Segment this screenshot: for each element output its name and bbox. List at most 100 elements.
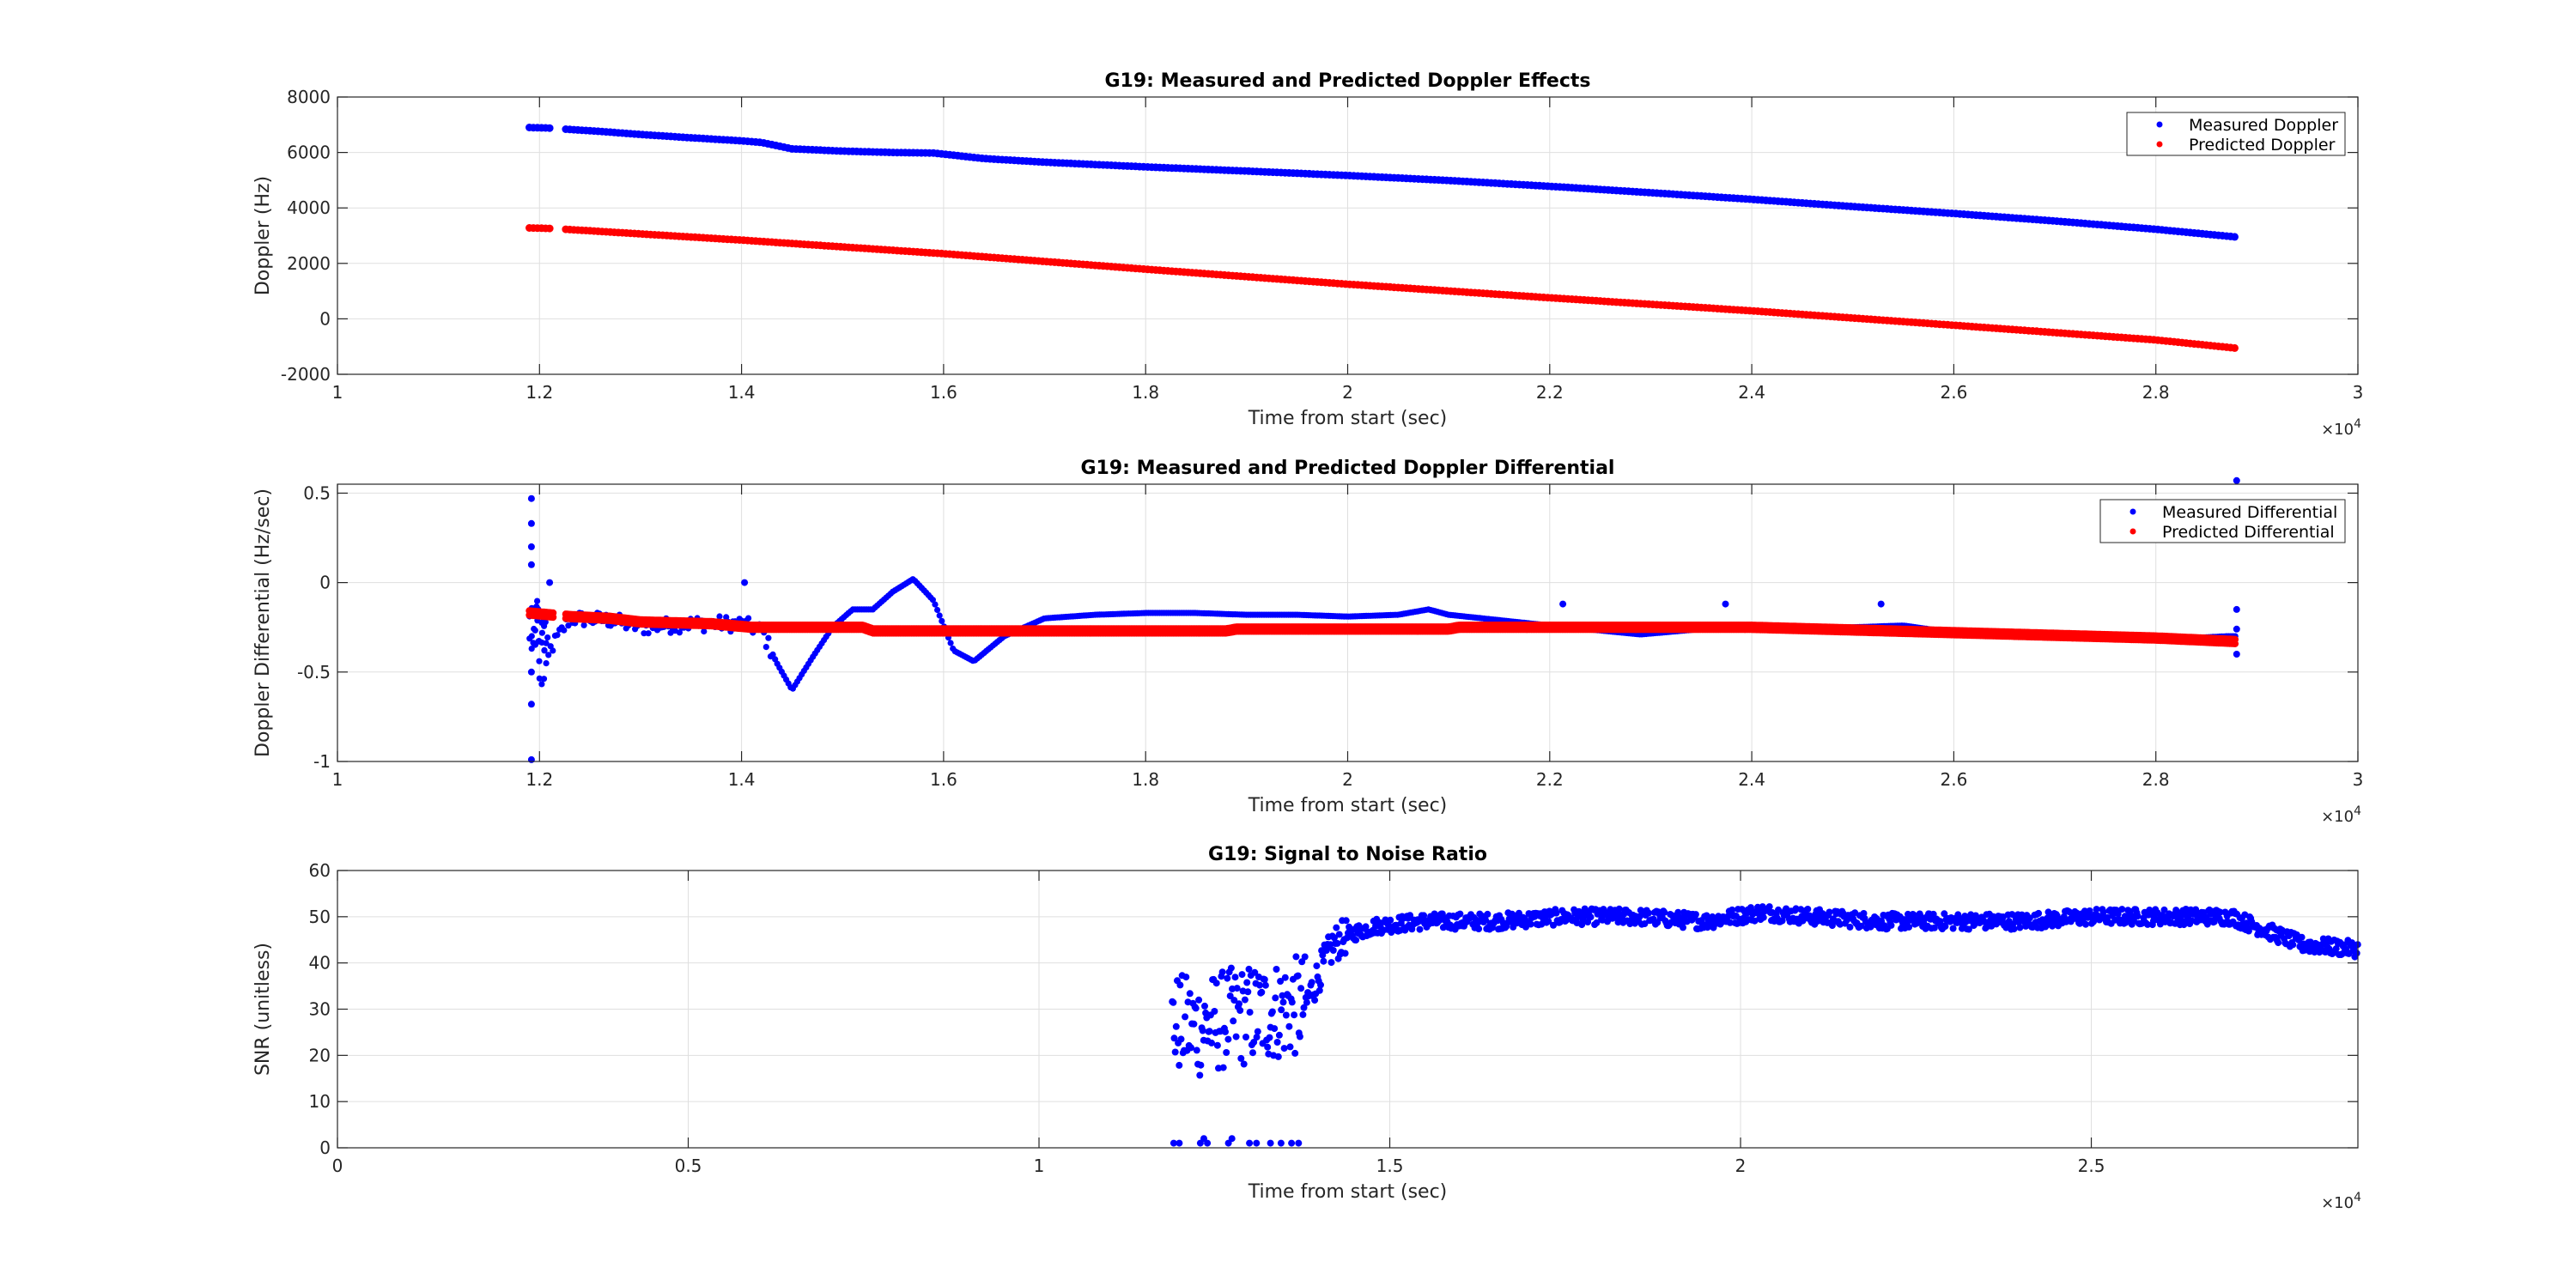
doppler-differential-axes: 1 1.2 1.4 1.6 1.8 2 2.2 2.4 2.6 2.8 3-1-0.500.5 G1…: [252, 458, 2363, 826]
measured-differential-outlier: [527, 755, 535, 763]
measured-differential-point: [538, 681, 545, 688]
snr-point: [1236, 1000, 1242, 1008]
legend-label-predicted-differential: Predicted Differential: [2162, 523, 2335, 542]
snr-point: [1256, 981, 1263, 989]
doppler-effects-x-tick-label: 1.8: [1132, 382, 1159, 403]
doppler-effects-x-tick-label: 2: [1342, 382, 1353, 403]
snr-point: [1475, 925, 1483, 932]
measured-differential-point: [676, 629, 683, 636]
snr-point: [1208, 1039, 1215, 1046]
doppler-effects-x-tick-label: 2.8: [2142, 382, 2170, 403]
snr-point: [1274, 1053, 1282, 1060]
measured-differential-point: [540, 676, 548, 682]
snr-low-point: [1246, 1139, 1254, 1147]
doppler-differential-y-tick-label: 0: [319, 573, 331, 593]
measured-differential-outlier: [527, 519, 535, 527]
snr-point: [1170, 998, 1177, 1006]
snr-point: [1193, 1046, 1200, 1054]
snr-low-point: [1253, 1139, 1261, 1147]
snr-y-tick-label: 40: [309, 953, 331, 974]
snr-low-point: [1170, 1139, 1177, 1147]
snr-point: [1268, 1008, 1276, 1016]
snr-point: [1266, 1034, 1273, 1041]
doppler-effects-y-tick-label: 0: [319, 308, 331, 329]
snr-point: [2093, 906, 2100, 913]
snr-point: [1233, 985, 1241, 992]
snr-point: [1759, 913, 1767, 921]
snr-point: [2086, 907, 2093, 914]
legend-marker-measured-differential: [2129, 508, 2136, 515]
snr-x-tick-label: 2.5: [2078, 1156, 2105, 1176]
doppler-differential-y-tick-label: -0.5: [297, 662, 331, 682]
snr-point: [1237, 1054, 1245, 1062]
measured-differential-point: [765, 634, 772, 641]
doppler-effects-axes: 1 1.2 1.4 1.6 1.8 2 2.2 2.4 2.6 2.8 3-200002000400…: [252, 70, 2363, 439]
snr-point: [1227, 964, 1235, 972]
snr-point: [1279, 998, 1287, 1006]
doppler-effects-x-tick-label: 2.6: [1940, 382, 1967, 403]
snr-point: [1333, 924, 1340, 931]
snr-point: [1271, 1025, 1279, 1033]
measured-differential-point: [554, 632, 561, 639]
snr-point: [1188, 1044, 1194, 1052]
doppler-differential-x-tick-label: 1.4: [728, 769, 756, 790]
predicted-differential-point: [549, 613, 557, 622]
measured-differential-point: [762, 644, 769, 651]
snr-point: [1275, 1031, 1283, 1039]
snr-low-point: [1277, 1139, 1285, 1147]
snr-point: [1240, 1060, 1248, 1068]
snr-point: [1182, 1013, 1189, 1021]
legend-label-measured-doppler: Measured Doppler: [2189, 116, 2338, 135]
measured-doppler-point: [545, 124, 554, 132]
snr-point: [1171, 1048, 1179, 1056]
doppler-differential-x-exponent: ×104: [2321, 804, 2361, 826]
snr-point: [1860, 910, 1868, 917]
snr-point: [1320, 957, 1327, 965]
snr-title: G19: Signal to Noise Ratio: [1208, 844, 1487, 865]
doppler-effects-x-tick-label: 1.2: [526, 382, 553, 403]
snr-point: [1286, 1043, 1294, 1051]
snr-point: [1641, 920, 1649, 927]
doppler-differential-x-tick-label: 2.8: [2142, 769, 2170, 790]
measured-differential-point: [543, 660, 550, 667]
doppler-differential-legend: Measured Differential Predicted Differen…: [2099, 499, 2346, 543]
doppler-differential-x-tick-label: 2.4: [1738, 769, 1765, 790]
snr-marks: [1169, 903, 2361, 1147]
legend-label-predicted-doppler: Predicted Doppler: [2189, 136, 2336, 155]
snr-point: [2118, 906, 2126, 913]
snr-point: [1645, 909, 1652, 917]
snr-point: [1195, 996, 1203, 1004]
doppler-effects-y-tick-label: 6000: [287, 143, 331, 163]
snr-point: [1245, 965, 1253, 973]
snr-low-point: [1204, 1139, 1212, 1147]
snr-point: [1313, 962, 1321, 970]
measured-differential-outlier: [527, 494, 535, 502]
snr-point: [2245, 927, 2252, 935]
snr-low-point: [1176, 1139, 1183, 1147]
snr-point: [1190, 1020, 1198, 1028]
snr-point: [1196, 1071, 1204, 1079]
measured-differential-point: [947, 640, 954, 646]
doppler-differential-title: G19: Measured and Predicted Doppler Diff…: [1081, 458, 1615, 479]
measured-differential-point: [723, 614, 730, 621]
snr-point: [1587, 913, 1595, 921]
snr-point: [1299, 1010, 1307, 1018]
doppler-effects-legend-box: [2126, 112, 2346, 156]
measured-differential-outlier: [2233, 625, 2240, 633]
doppler-effects-xlabel: Time from start (sec): [1248, 408, 1448, 429]
snr-point: [1273, 966, 1280, 973]
snr-point: [1303, 998, 1310, 1006]
snr-point: [1857, 922, 1865, 930]
snr-point: [1253, 1034, 1261, 1041]
doppler-effects-marks: [526, 124, 2239, 352]
snr-point: [1238, 971, 1246, 979]
snr-point: [1331, 934, 1338, 942]
snr-point: [1292, 953, 1300, 961]
measured-differential-point: [565, 622, 572, 629]
snr-point: [1277, 978, 1285, 985]
snr-point: [1527, 920, 1534, 928]
snr-point: [1254, 1028, 1261, 1035]
snr-point: [1484, 910, 1492, 918]
doppler-effects-title: G19: Measured and Predicted Doppler Effe…: [1105, 70, 1591, 92]
